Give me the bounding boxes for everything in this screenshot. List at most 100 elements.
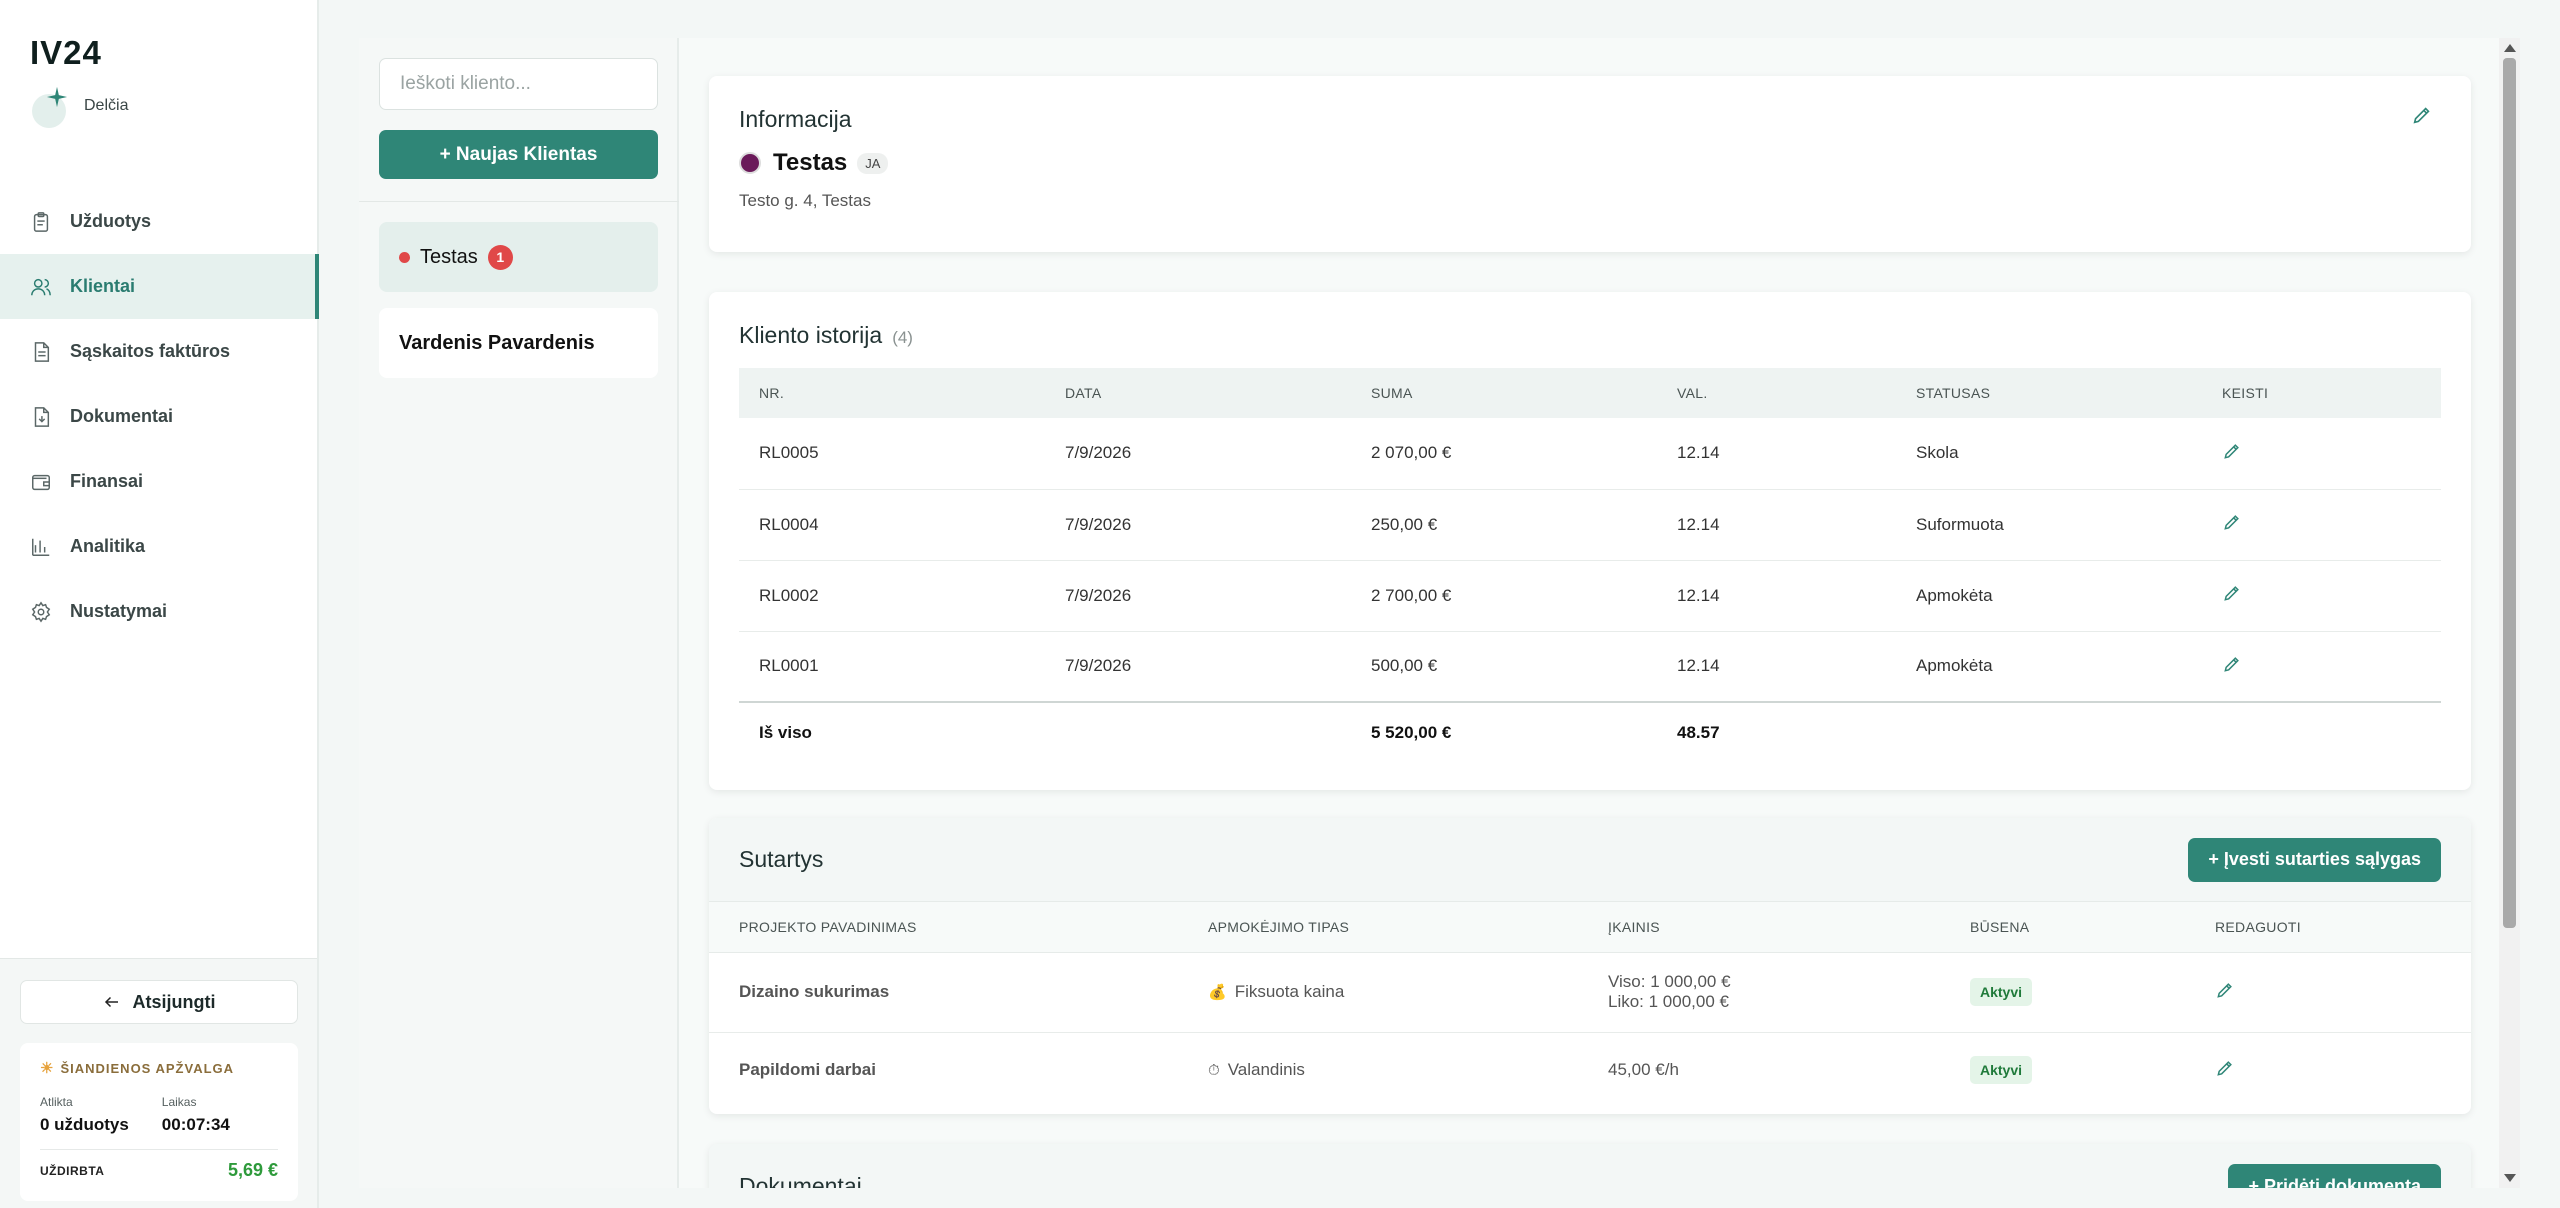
status-cell: Aktyvi xyxy=(1940,1032,2185,1108)
client-detail: Informacija Testas JA Testo g. 4, Testas… xyxy=(679,38,2499,1188)
client-name: Testas xyxy=(420,245,478,268)
table-row[interactable]: Papildomi darbai ⏱ Valandinis 45,00 €/h A… xyxy=(709,1032,2471,1108)
nav-label: Sąskaitos faktūros xyxy=(70,341,231,361)
earned-label: UŽDIRBTA xyxy=(40,1163,105,1178)
divider xyxy=(359,201,679,202)
contracts-title: Sutartys xyxy=(739,846,824,872)
table-row[interactable]: RL0002 7/9/2026 2 700,00 € 12.14 Apmokėt… xyxy=(739,560,2441,632)
rate-left: Liko: 1 000,00 € xyxy=(1608,992,1729,1011)
invoice-nr: RL0001 xyxy=(739,631,1045,703)
new-client-button[interactable]: + Naujas Klientas xyxy=(379,130,658,179)
column-header: ĮKAINIS xyxy=(1578,902,1940,953)
documents-title: Dokumentai xyxy=(739,1172,862,1189)
nav-item-saskaitos[interactable]: Sąskaitos faktūros xyxy=(0,319,317,384)
invoice-date: 7/9/2026 xyxy=(1045,560,1351,632)
history-card: Kliento istorija (4) NR. DATA SUMA VAL. … xyxy=(709,292,2471,790)
today-title-text: ŠIANDIENOS APŽVALGA xyxy=(60,1060,235,1076)
pay-type-cell: 💰 Fiksuota kaina xyxy=(1178,952,1578,1033)
nav-label: Nustatymai xyxy=(70,601,168,621)
client-search-input[interactable] xyxy=(379,58,658,110)
column-header: SUMA xyxy=(1351,368,1657,418)
done-label: Atlikta xyxy=(40,1095,73,1109)
brand-name: Delčia xyxy=(84,97,129,114)
history-title: Kliento istorija xyxy=(739,322,883,348)
pay-type: Fiksuota kaina xyxy=(1234,982,1345,1001)
scroll-up-icon[interactable] xyxy=(2504,44,2516,52)
documents-card: Dokumentai + Pridėti dokumentą xyxy=(709,1144,2471,1188)
documents-header: Dokumentai + Pridėti dokumentą xyxy=(709,1144,2471,1188)
client-list-panel: + Naujas Klientas Testas 1 Vardenis Pava… xyxy=(359,38,679,1188)
logout-button[interactable]: Atsijungti xyxy=(20,980,298,1024)
scroll-thumb[interactable] xyxy=(2503,58,2516,928)
invoice-date: 7/9/2026 xyxy=(1045,418,1351,490)
client-item-testas[interactable]: Testas 1 xyxy=(379,222,658,292)
invoice-sum: 2 700,00 € xyxy=(1351,560,1657,632)
nav-item-dokumentai[interactable]: Dokumentai xyxy=(0,384,317,449)
pencil-icon[interactable] xyxy=(2222,583,2242,603)
status-badge: Aktyvi xyxy=(1970,1056,2033,1085)
info-card: Informacija Testas JA Testo g. 4, Testas xyxy=(709,76,2471,252)
add-contract-button[interactable]: + Įvesti sutarties sąlygas xyxy=(2188,837,2441,882)
pay-type-cell: ⏱ Valandinis xyxy=(1178,1032,1578,1108)
stopwatch-icon: ⏱ xyxy=(1208,1061,1220,1079)
today-done: Atlikta 0 užduotys xyxy=(40,1095,129,1135)
nav-item-finansai[interactable]: Finansai xyxy=(0,449,317,514)
table-row[interactable]: RL0005 7/9/2026 2 070,00 € 12.14 Skola xyxy=(739,418,2441,490)
pencil-icon[interactable] xyxy=(2215,1058,2235,1078)
column-header: BŪSENA xyxy=(1940,902,2185,953)
gear-icon xyxy=(31,601,51,622)
table-header-row: NR. DATA SUMA VAL. STATUSAS KEISTI xyxy=(739,368,2441,418)
nav-item-uzduotys[interactable]: Užduotys xyxy=(0,189,317,254)
table-row[interactable]: RL0004 7/9/2026 250,00 € 12.14 Suformuot… xyxy=(739,489,2441,561)
sun-icon: ☀ xyxy=(40,1060,55,1077)
project-name: Papildomi darbai xyxy=(739,1060,876,1080)
pencil-icon[interactable] xyxy=(2411,104,2433,126)
pencil-icon[interactable] xyxy=(2222,512,2242,532)
edit-cell xyxy=(2202,560,2441,632)
empty-cell xyxy=(1896,701,2202,762)
add-document-button[interactable]: + Pridėti dokumentą xyxy=(2228,1164,2441,1188)
client-name: Testas xyxy=(773,149,848,176)
total-sum: 5 520,00 € xyxy=(1351,701,1657,762)
total-row: Iš viso 5 520,00 € 48.57 xyxy=(739,701,2441,762)
invoice-nr: RL0005 xyxy=(739,418,1045,490)
invoice-nr: RL0004 xyxy=(739,489,1045,561)
time-label: Laikas xyxy=(161,1095,197,1109)
nav-item-analitika[interactable]: Analitika xyxy=(0,514,317,579)
invoice-nr: RL0002 xyxy=(739,560,1045,632)
sparkle-icon xyxy=(30,86,70,128)
nav-item-nustatymai[interactable]: Nustatymai xyxy=(0,579,317,644)
nav-label: Finansai xyxy=(70,471,144,491)
notification-badge: 1 xyxy=(487,244,513,270)
done-value: 0 užduotys xyxy=(40,1115,129,1134)
empty-cell xyxy=(2202,701,2441,762)
edit-cell xyxy=(2185,952,2471,1033)
client-type-tag: JA xyxy=(857,152,889,174)
pencil-icon[interactable] xyxy=(2222,654,2242,674)
invoice-status: Apmokėta xyxy=(1896,560,2202,632)
sidebar-bottom: Atsijungti ☀ ŠIANDIENOS APŽVALGA Atlikta… xyxy=(0,958,317,1208)
history-count: (4) xyxy=(892,328,913,347)
pencil-icon[interactable] xyxy=(2215,980,2235,1000)
app-logo[interactable]: IV24 xyxy=(30,34,102,71)
pencil-icon[interactable] xyxy=(2222,441,2242,461)
client-item-vardenis[interactable]: Vardenis Pavardenis xyxy=(379,308,658,378)
history-table: NR. DATA SUMA VAL. STATUSAS KEISTI RL000… xyxy=(739,368,2441,762)
invoice-val: 12.14 xyxy=(1657,560,1896,632)
table-row[interactable]: RL0001 7/9/2026 500,00 € 12.14 Apmokėta xyxy=(739,631,2441,703)
info-title: Informacija xyxy=(739,106,852,132)
earned-value: 5,69 € xyxy=(227,1160,278,1180)
scroll-down-icon[interactable] xyxy=(2504,1174,2516,1182)
rate-cell: Viso: 1 000,00 € Liko: 1 000,00 € xyxy=(1578,952,1940,1033)
invoice-sum: 2 070,00 € xyxy=(1351,418,1657,490)
project-name: Dizaino sukurimas xyxy=(709,952,1178,1033)
nav-label: Klientai xyxy=(70,276,136,296)
status-dot xyxy=(399,251,410,263)
invoice-status: Skola xyxy=(1896,418,2202,490)
edit-cell xyxy=(2185,1032,2471,1108)
edit-cell xyxy=(2202,489,2441,561)
main-scrollbar[interactable] xyxy=(2499,38,2520,1188)
table-row[interactable]: Dizaino sukurimas 💰 Fiksuota kaina Viso: … xyxy=(709,952,2471,1033)
nav-item-klientai[interactable]: Klientai xyxy=(0,254,319,319)
contracts-header: Sutartys + Įvesti sutarties sąlygas xyxy=(709,818,2471,902)
